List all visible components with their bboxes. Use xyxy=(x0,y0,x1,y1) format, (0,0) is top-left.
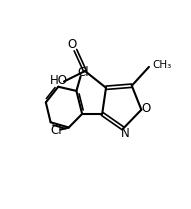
Text: Cl: Cl xyxy=(51,124,62,137)
Text: N: N xyxy=(121,127,129,140)
Text: O: O xyxy=(67,38,77,51)
Text: CH₃: CH₃ xyxy=(153,60,172,70)
Text: Cl: Cl xyxy=(77,66,89,79)
Text: HO: HO xyxy=(50,74,68,87)
Text: O: O xyxy=(142,102,151,115)
